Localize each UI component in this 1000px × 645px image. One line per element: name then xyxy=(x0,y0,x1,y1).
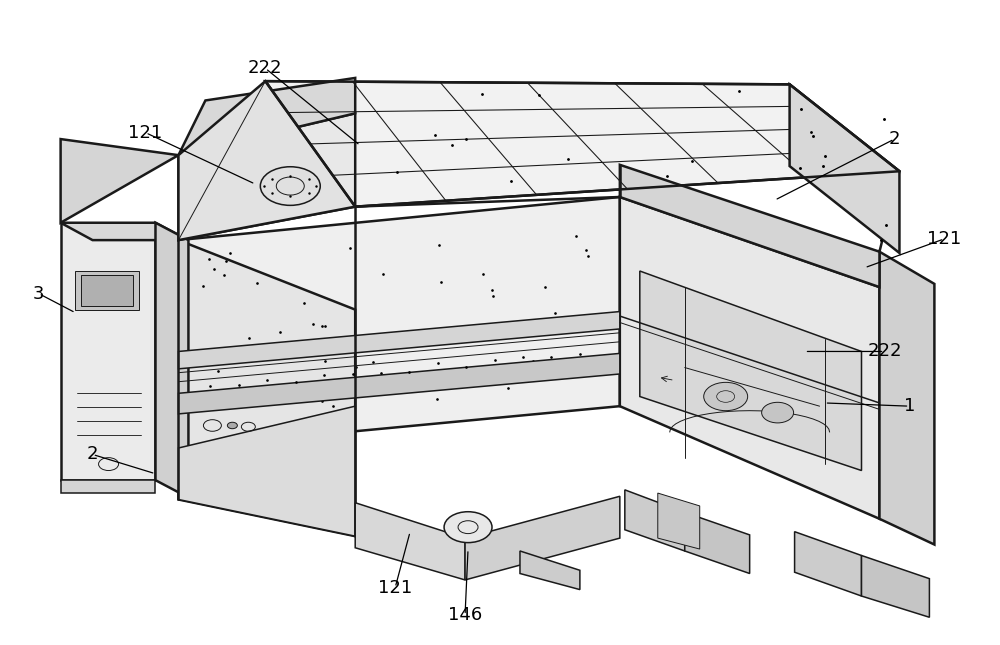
Text: 121: 121 xyxy=(378,579,412,597)
Polygon shape xyxy=(61,139,178,223)
Polygon shape xyxy=(61,480,155,493)
Polygon shape xyxy=(81,275,133,306)
Polygon shape xyxy=(790,84,899,253)
Text: 2: 2 xyxy=(87,446,98,464)
Polygon shape xyxy=(795,531,861,596)
Polygon shape xyxy=(75,271,139,310)
Polygon shape xyxy=(861,555,929,617)
Circle shape xyxy=(444,511,492,542)
Polygon shape xyxy=(465,496,620,580)
Polygon shape xyxy=(178,197,620,448)
Text: 1: 1 xyxy=(904,397,915,415)
Polygon shape xyxy=(620,165,879,287)
Polygon shape xyxy=(178,81,355,240)
Circle shape xyxy=(762,402,794,423)
Text: 3: 3 xyxy=(33,284,44,303)
Text: 222: 222 xyxy=(867,342,902,361)
Polygon shape xyxy=(61,223,155,480)
Polygon shape xyxy=(620,197,879,519)
Polygon shape xyxy=(178,78,355,155)
Circle shape xyxy=(227,422,237,429)
Text: 222: 222 xyxy=(248,59,283,77)
Polygon shape xyxy=(155,223,188,497)
Circle shape xyxy=(260,167,320,205)
Polygon shape xyxy=(178,353,620,414)
Polygon shape xyxy=(178,406,355,536)
Text: 121: 121 xyxy=(927,230,962,248)
Polygon shape xyxy=(61,223,188,240)
Polygon shape xyxy=(265,81,899,206)
Text: 2: 2 xyxy=(889,130,900,148)
Text: 146: 146 xyxy=(448,606,482,624)
Polygon shape xyxy=(520,551,580,590)
Text: 121: 121 xyxy=(128,124,163,142)
Polygon shape xyxy=(178,312,620,369)
Polygon shape xyxy=(178,114,355,240)
Polygon shape xyxy=(685,512,750,573)
Polygon shape xyxy=(625,490,685,551)
Circle shape xyxy=(704,382,748,411)
Polygon shape xyxy=(879,252,934,544)
Polygon shape xyxy=(178,240,355,536)
Polygon shape xyxy=(640,271,861,471)
Polygon shape xyxy=(658,493,700,549)
Polygon shape xyxy=(355,502,465,580)
